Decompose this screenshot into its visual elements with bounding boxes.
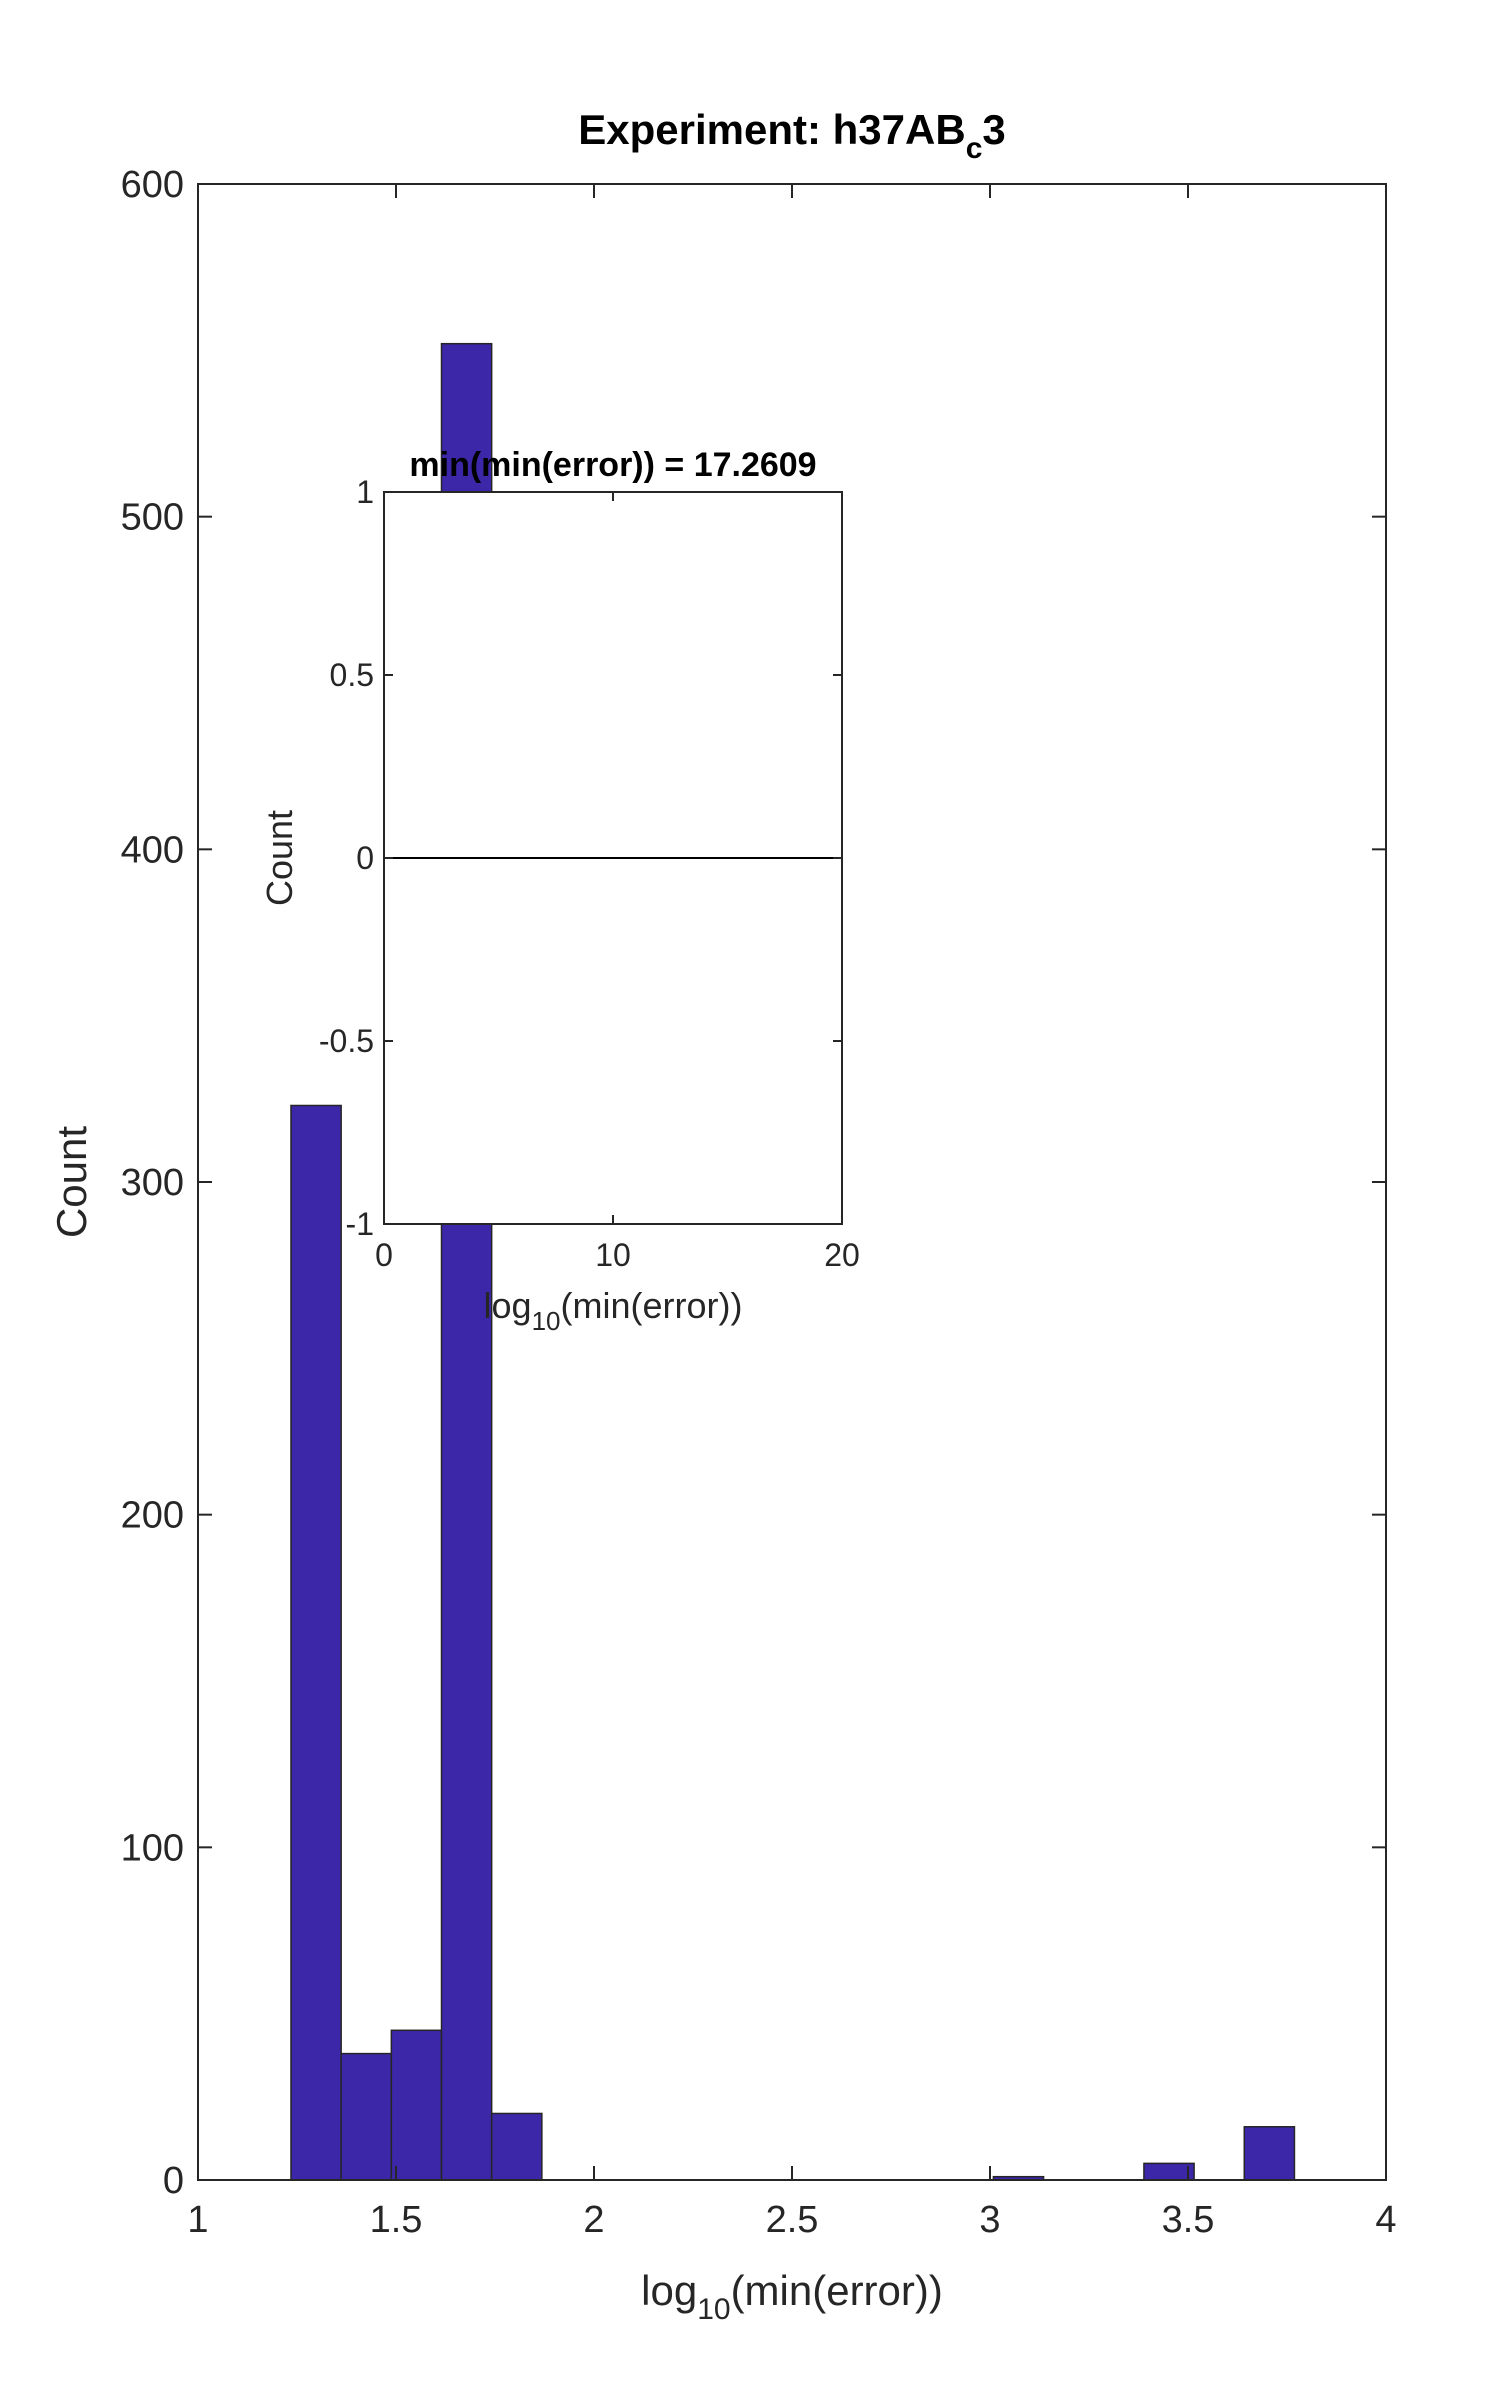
main-x-tick-labels: 1 1.5 2 2.5 3 3.5 4 (187, 2199, 1396, 2241)
inset-y-axis-label: Count (259, 810, 300, 906)
y-tick-label: 200 (121, 1495, 184, 1537)
main-ticks (197, 183, 1387, 2181)
x-tick-label: 2.5 (766, 2199, 819, 2241)
inset-y-tick-label: 0.5 (330, 657, 374, 693)
histogram-bar (1243, 2126, 1296, 2181)
inset-x-tick-labels: 0 10 20 (375, 1237, 860, 1273)
inset-ticks (383, 491, 843, 1225)
x-tick-label: 2 (583, 2199, 604, 2241)
y-tick-label: 0 (163, 2160, 184, 2202)
x-tick-label: 4 (1375, 2199, 1396, 2241)
inset-y-tick-label: 0 (356, 840, 374, 876)
main-y-tick-labels: 0 100 200 300 400 500 600 (121, 164, 184, 2202)
main-x-axis-label: log10(min(error)) (641, 2267, 943, 2326)
histogram-bar (390, 2029, 443, 2181)
inset-x-axis-label: log10(min(error)) (484, 1285, 743, 1336)
histogram-bar (1143, 2162, 1195, 2181)
x-tick-label: 1 (187, 2199, 208, 2241)
inset-y-tick-label: 1 (356, 474, 374, 510)
y-tick-label: 400 (121, 829, 184, 871)
x-tick-label: 3.5 (1162, 2199, 1215, 2241)
histogram-bar (340, 2052, 393, 2181)
histogram-bar (290, 1104, 342, 2181)
inset-x-tick-label: 10 (595, 1237, 631, 1273)
inset-x-tick-label: 0 (375, 1237, 393, 1273)
histogram-bar (490, 2112, 543, 2181)
y-tick-label: 100 (121, 1827, 184, 1869)
inset-title: min(min(error)) = 17.2609 (409, 446, 816, 484)
y-tick-label: 300 (121, 1162, 184, 1204)
inset-y-tick-label: -1 (346, 1206, 374, 1242)
main-title: Experiment: h37ABc3 (578, 106, 1005, 165)
inset-plot: 0 10 20 -1 -0.5 0 0.5 1 min(min(error)) = 17.2… (259, 446, 860, 1336)
inset-y-tick-label: -0.5 (319, 1023, 374, 1059)
inset-x-tick-label: 20 (824, 1237, 860, 1273)
x-tick-label: 1.5 (370, 2199, 423, 2241)
inset-y-tick-labels: -1 -0.5 0 0.5 1 (319, 474, 374, 1242)
x-tick-label: 3 (979, 2199, 1000, 2241)
y-tick-label: 600 (121, 164, 184, 206)
y-tick-label: 500 (121, 497, 184, 539)
main-y-axis-label: Count (48, 1126, 95, 1238)
